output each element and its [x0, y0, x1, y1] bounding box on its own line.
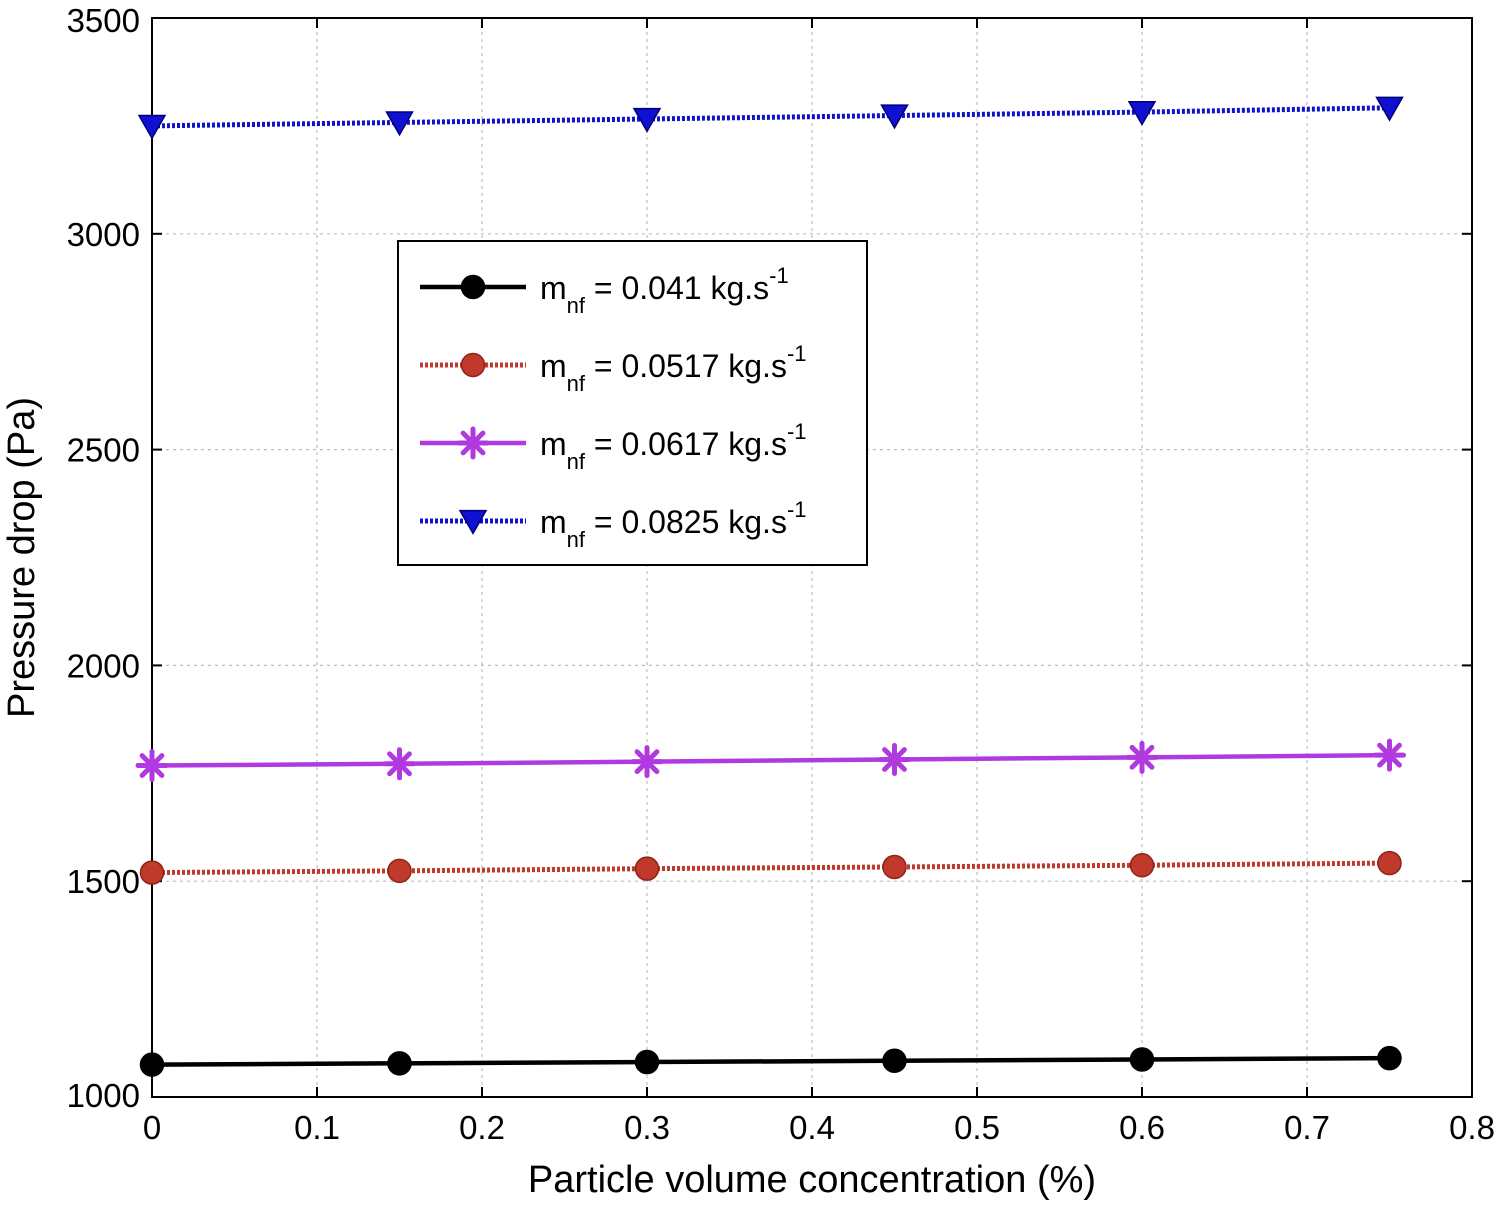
- data-point: [139, 1052, 165, 1077]
- legend-marker: [458, 509, 488, 535]
- data-point: [632, 107, 662, 133]
- axis-ticks: 0 0.1 0.2 0.3 0.4 0.5 0.6 0.7 0.8 1000 1500 2000 250…: [67, 2, 1495, 1146]
- series-group: [135, 96, 1406, 1077]
- data-point: [135, 749, 169, 783]
- data-point: [139, 860, 165, 885]
- legend: mnf = 0.041 kg.s-1 mnf = 0.0517 kg.s-1 mnf…: [397, 240, 868, 566]
- x-tick-label: 0.7: [1284, 1109, 1330, 1146]
- data-point: [882, 854, 907, 880]
- data-point: [1377, 850, 1402, 876]
- legend-entry-3: mnf = 0.0617 kg.s-1: [540, 419, 807, 474]
- data-point: [630, 745, 664, 779]
- series-4: [137, 96, 1404, 140]
- y-tick-label: 1000: [67, 1077, 140, 1114]
- series-line: [151, 1055, 1390, 1067]
- legend-entry-1: mnf = 0.041 kg.s-1: [540, 263, 789, 318]
- data-point: [383, 747, 416, 781]
- data-point: [882, 1048, 907, 1073]
- data-point: [1129, 852, 1155, 878]
- x-tick-label: 0: [143, 1109, 161, 1146]
- y-axis-label: Pressure drop (Pa): [1, 397, 43, 718]
- x-tick-label: 0.5: [954, 1109, 1000, 1146]
- series-line: [151, 105, 1390, 129]
- data-point: [1373, 738, 1406, 772]
- series-1: [139, 1045, 1402, 1077]
- y-tick-label: 3500: [67, 2, 140, 39]
- data-point: [1129, 1047, 1155, 1072]
- y-tick-label: 3000: [67, 216, 140, 253]
- x-tick-label: 0.2: [459, 1109, 505, 1146]
- x-tick-label: 0.3: [624, 1109, 670, 1146]
- data-point: [1127, 100, 1157, 126]
- data-point: [385, 111, 414, 137]
- y-tick-label: 2500: [67, 432, 140, 469]
- series-line: [151, 860, 1390, 876]
- data-point: [880, 104, 909, 130]
- legend-entry-4: mnf = 0.0825 kg.s-1: [540, 497, 807, 552]
- legend-marker: [460, 274, 486, 300]
- data-point: [1375, 96, 1404, 122]
- data-point: [1377, 1045, 1402, 1071]
- x-tick-label: 0.6: [1119, 1109, 1165, 1146]
- x-axis-label: Particle volume concentration (%): [528, 1159, 1096, 1201]
- data-point: [878, 742, 911, 776]
- x-tick-label: 0.1: [294, 1109, 340, 1146]
- y-tick-label: 1500: [67, 863, 140, 900]
- legend-entry-2: mnf = 0.0517 kg.s-1: [540, 341, 807, 396]
- legend-marker: [460, 352, 486, 378]
- legend-marker: [456, 426, 490, 460]
- x-tick-label: 0.4: [789, 1109, 835, 1146]
- data-point: [634, 1049, 660, 1075]
- series-2: [139, 850, 1402, 885]
- data-point: [1125, 740, 1159, 774]
- data-point: [387, 858, 412, 884]
- series-3: [135, 738, 1406, 783]
- data-point: [137, 114, 167, 140]
- data-point: [387, 1051, 412, 1076]
- data-point: [634, 856, 660, 881]
- series-line: [151, 752, 1390, 768]
- x-tick-label: 0.8: [1449, 1109, 1495, 1146]
- y-tick-label: 2000: [67, 647, 140, 684]
